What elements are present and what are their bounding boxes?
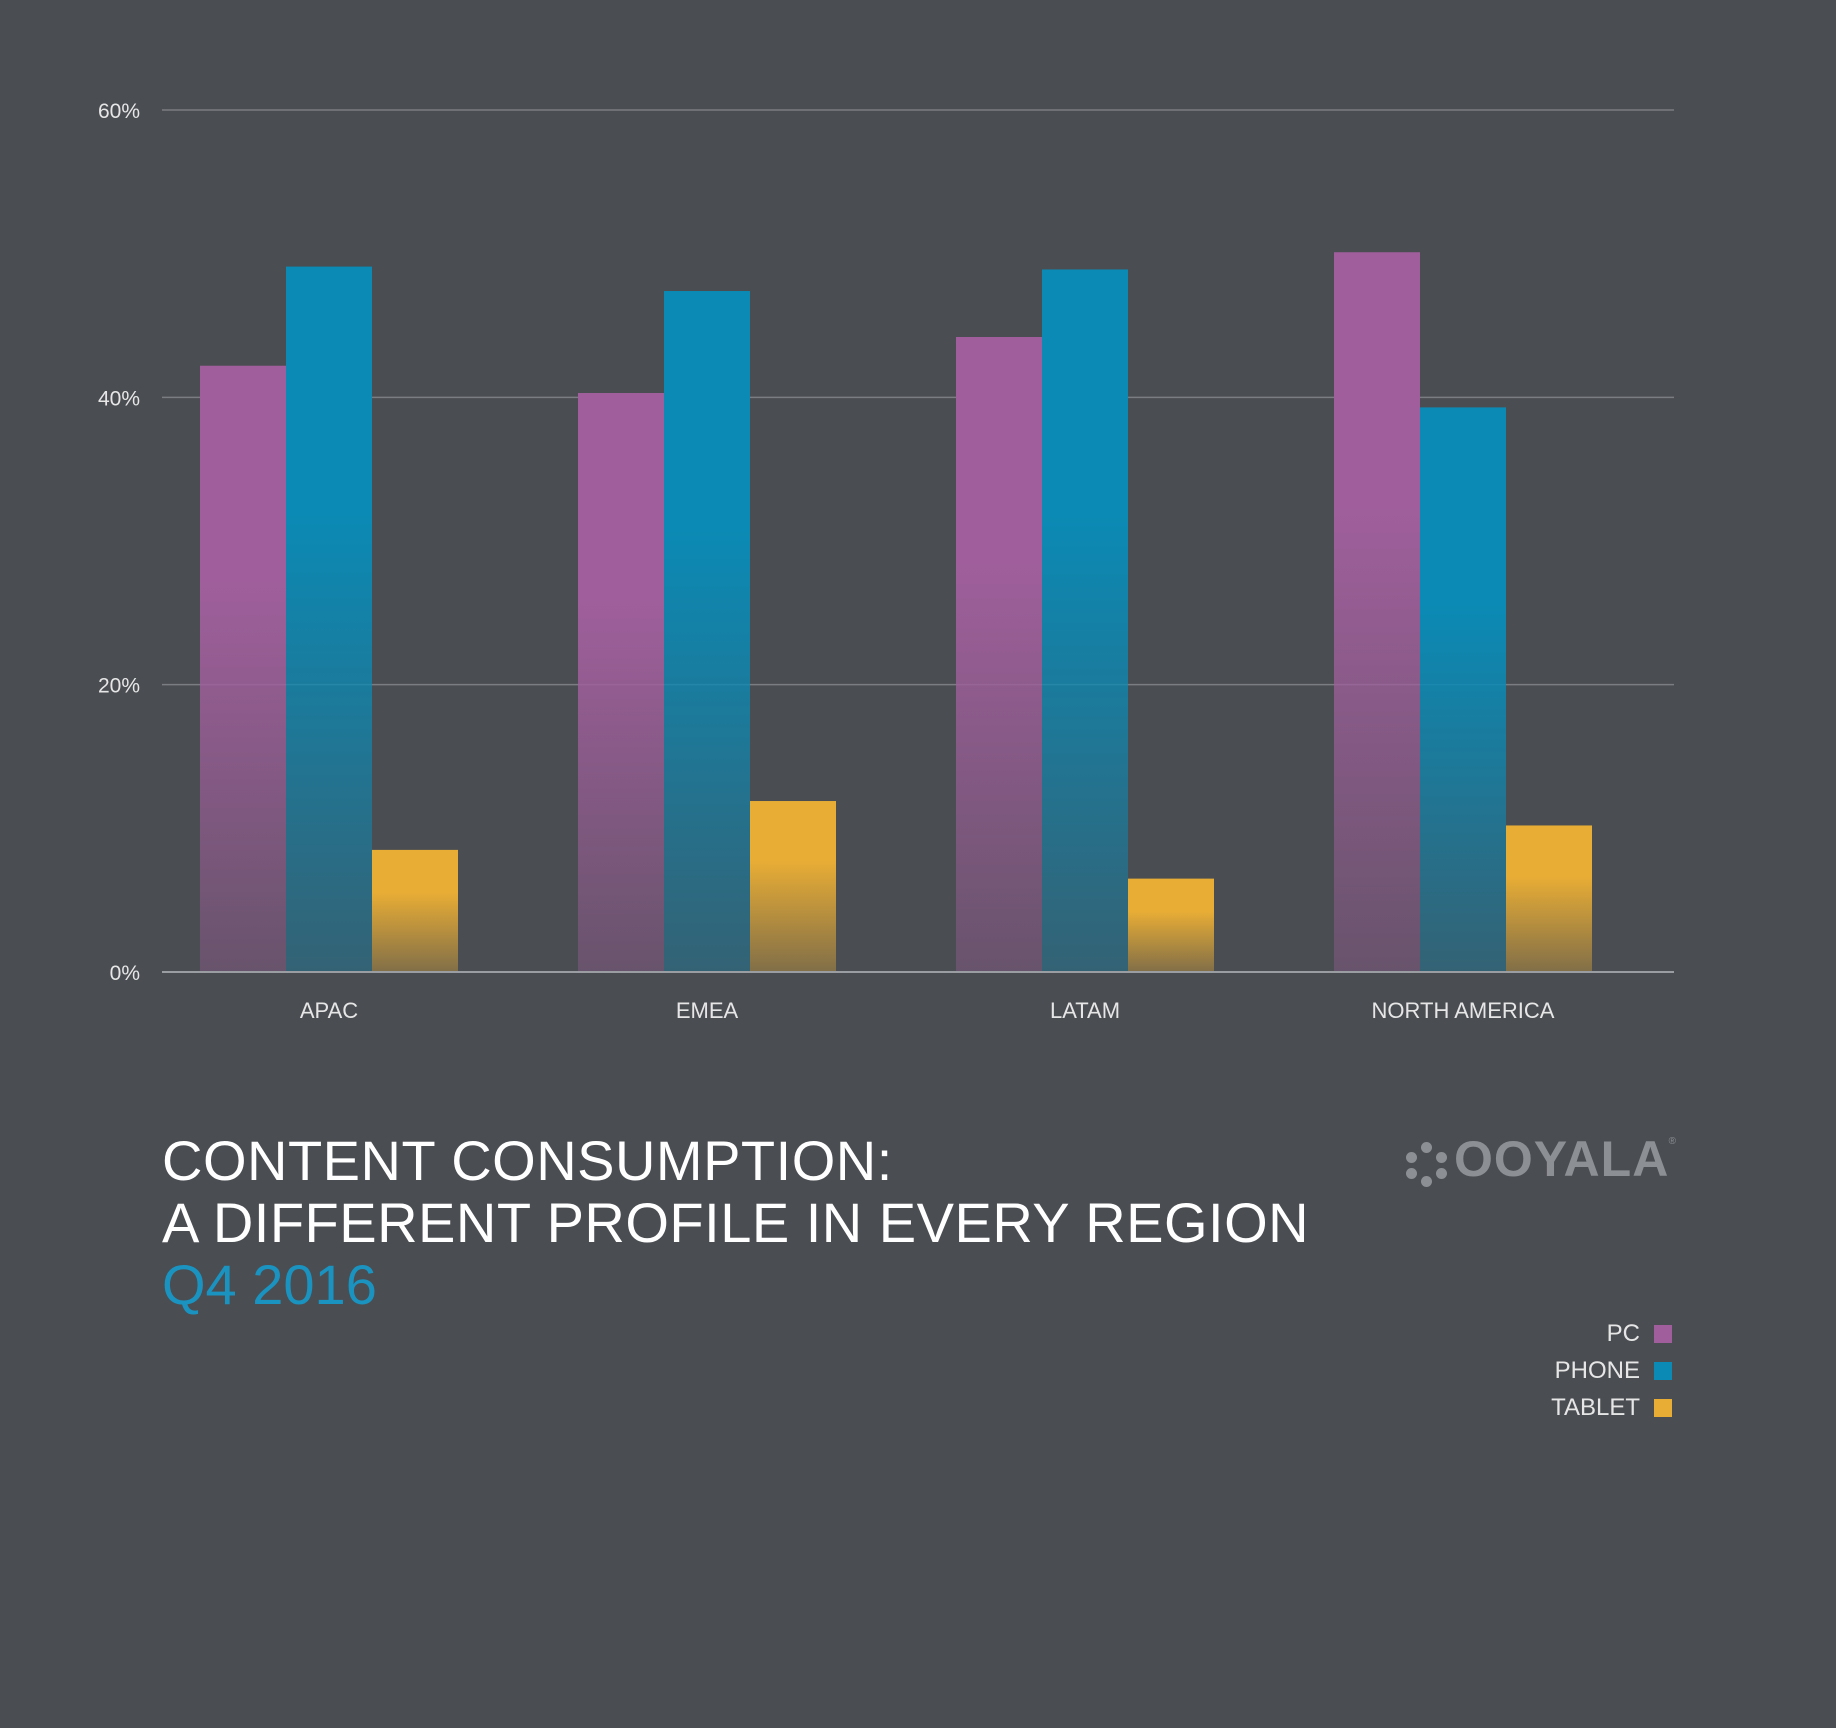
x-tick-label: EMEA — [676, 998, 739, 1023]
bar-chart: 0% 20% 40% 60% APAC EMEA LATAM NORTH AMERICA — [98, 100, 1674, 1023]
logo-registered-mark: ® — [1668, 1136, 1676, 1147]
bar-tablet-latam — [1128, 878, 1214, 972]
bar-pc-north-america — [1334, 252, 1420, 973]
legend-item-phone: PHONE — [1551, 1352, 1672, 1389]
chart-title-line-2: A DIFFERENT PROFILE IN EVERY REGION — [162, 1191, 1310, 1254]
legend-label-phone: PHONE — [1554, 1356, 1640, 1384]
logo-dots-icon — [1404, 1142, 1450, 1188]
bar-phone-emea — [664, 291, 750, 972]
legend-swatch-phone — [1654, 1361, 1672, 1380]
bar-pc-latam — [956, 336, 1042, 972]
legend: PC PHONE TABLET — [1551, 1315, 1672, 1426]
bar-pc-emea — [578, 393, 664, 973]
legend-label-pc: PC — [1606, 1319, 1640, 1347]
legend-item-tablet: TABLET — [1551, 1389, 1672, 1426]
bar-pc-apac — [200, 365, 286, 972]
bar-tablet-north-america — [1506, 825, 1592, 972]
legend-item-pc: PC — [1551, 1315, 1672, 1352]
y-tick-label: 0% — [110, 962, 140, 985]
legend-swatch-tablet — [1654, 1398, 1672, 1417]
chart-title-line-1: CONTENT CONSUMPTION: — [162, 1129, 893, 1192]
legend-swatch-pc — [1654, 1324, 1672, 1343]
y-tick-label: 40% — [98, 387, 140, 410]
ooyala-logo: OOYALA ® — [1404, 1132, 1676, 1188]
title-block: CONTENT CONSUMPTION: A DIFFERENT PROFILE… — [162, 1130, 1309, 1316]
y-tick-label: 20% — [98, 675, 140, 698]
x-tick-label: LATAM — [1050, 998, 1120, 1023]
bar-tablet-emea — [750, 801, 836, 972]
x-tick-label: NORTH AMERICA — [1372, 998, 1555, 1023]
bar-phone-north-america — [1420, 407, 1506, 972]
logo-text: OOYALA — [1454, 1131, 1670, 1187]
y-tick-label: 60% — [98, 100, 140, 123]
bar-phone-latam — [1042, 269, 1128, 973]
legend-label-tablet: TABLET — [1551, 1393, 1640, 1421]
x-tick-label: APAC — [300, 998, 358, 1023]
bar-phone-apac — [286, 266, 372, 972]
chart-subtitle: Q4 2016 — [162, 1253, 377, 1316]
bar-tablet-apac — [372, 849, 458, 972]
